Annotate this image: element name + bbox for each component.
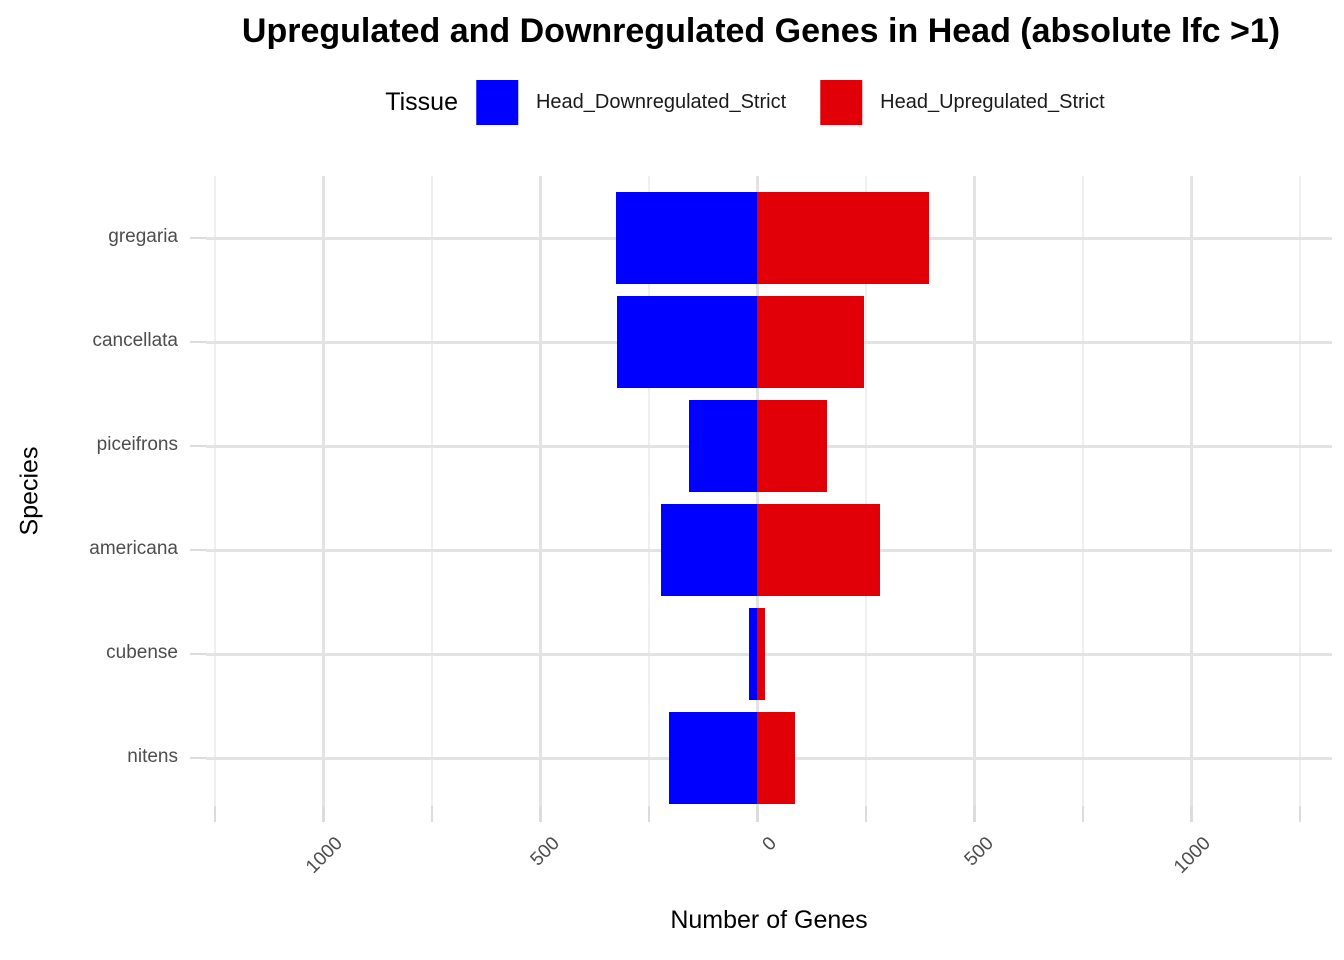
legend: Tissue Head_Downregulated_Strict Head_Upr…	[385, 80, 1138, 125]
y-axis-title: Species	[15, 446, 44, 536]
plot-panel	[206, 176, 1332, 806]
gridline-x-major	[322, 176, 325, 806]
legend-label: Head_Upregulated_Strict	[880, 91, 1105, 113]
legend-label: Head_Downregulated_Strict	[535, 91, 787, 113]
x-axis-tick	[973, 806, 976, 822]
bar-upregulated-nitens	[757, 712, 796, 804]
x-axis-tick	[864, 806, 868, 822]
y-tick-label-americana: americana	[89, 538, 178, 559]
x-axis-tick	[430, 806, 434, 822]
bar-downregulated-cubense	[749, 608, 758, 700]
x-axis-tick	[539, 806, 542, 822]
legend-item-2: Head_Upregulated_Strict	[820, 80, 1105, 125]
bar-downregulated-americana	[660, 504, 758, 596]
x-axis-tick	[1298, 806, 1302, 822]
bar-upregulated-piceifrons	[757, 400, 827, 492]
x-axis-tick	[756, 806, 759, 822]
x-tick-label: 500	[526, 833, 565, 871]
x-tick-label: 1000	[302, 833, 348, 878]
x-axis-tick	[322, 806, 325, 822]
y-tick-label-piceifrons: piceifrons	[96, 434, 178, 455]
bar-upregulated-cubense	[757, 608, 766, 700]
x-axis-tick	[1081, 806, 1085, 822]
legend-swatch-downregulated	[475, 80, 518, 125]
gridline-x-major	[539, 176, 542, 806]
y-tick-label-gregaria: gregaria	[108, 226, 178, 247]
x-axis-tick	[1190, 806, 1193, 822]
y-tick-label-cancellata: cancellata	[92, 330, 178, 351]
gridline-x-minor	[864, 176, 867, 806]
bar-downregulated-piceifrons	[689, 400, 758, 492]
y-axis-tick	[190, 756, 206, 760]
chart-title: Upregulated and Downregulated Genes in H…	[241, 12, 1281, 50]
gridline-x-minor	[213, 176, 216, 806]
x-axis-tick	[647, 806, 651, 822]
gridline-x-minor	[647, 176, 650, 806]
bar-upregulated-americana	[757, 504, 881, 596]
bar-downregulated-nitens	[669, 712, 758, 804]
gridline-x-minor	[430, 176, 433, 806]
x-tick-label: 500	[960, 833, 999, 871]
y-tick-label-nitens: nitens	[127, 746, 178, 767]
y-axis-tick	[190, 340, 206, 344]
y-tick-label-cubense: cubense	[106, 642, 178, 663]
bar-downregulated-cancellata	[617, 296, 758, 388]
y-axis-tick	[190, 236, 206, 240]
legend-item-1: Head_Downregulated_Strict	[475, 80, 787, 125]
gridline-x-minor	[1298, 176, 1301, 806]
bar-upregulated-cancellata	[757, 296, 865, 388]
y-axis-tick	[190, 548, 206, 552]
bar-downregulated-gregaria	[615, 192, 758, 284]
gridline-x-major	[1190, 176, 1193, 806]
y-axis-tick	[190, 652, 206, 656]
gridline-x-minor	[1081, 176, 1084, 806]
x-axis-title: Number of Genes	[670, 906, 868, 934]
x-axis-tick	[213, 806, 217, 822]
x-tick-label: 0	[758, 833, 782, 856]
gridline-y-major	[206, 652, 1332, 656]
gridline-x-major	[973, 176, 976, 806]
y-axis-tick	[190, 444, 206, 448]
legend-title: Tissue	[385, 88, 458, 116]
legend-swatch-upregulated	[820, 80, 863, 125]
bar-upregulated-gregaria	[757, 192, 930, 284]
x-tick-label: 1000	[1170, 833, 1216, 878]
